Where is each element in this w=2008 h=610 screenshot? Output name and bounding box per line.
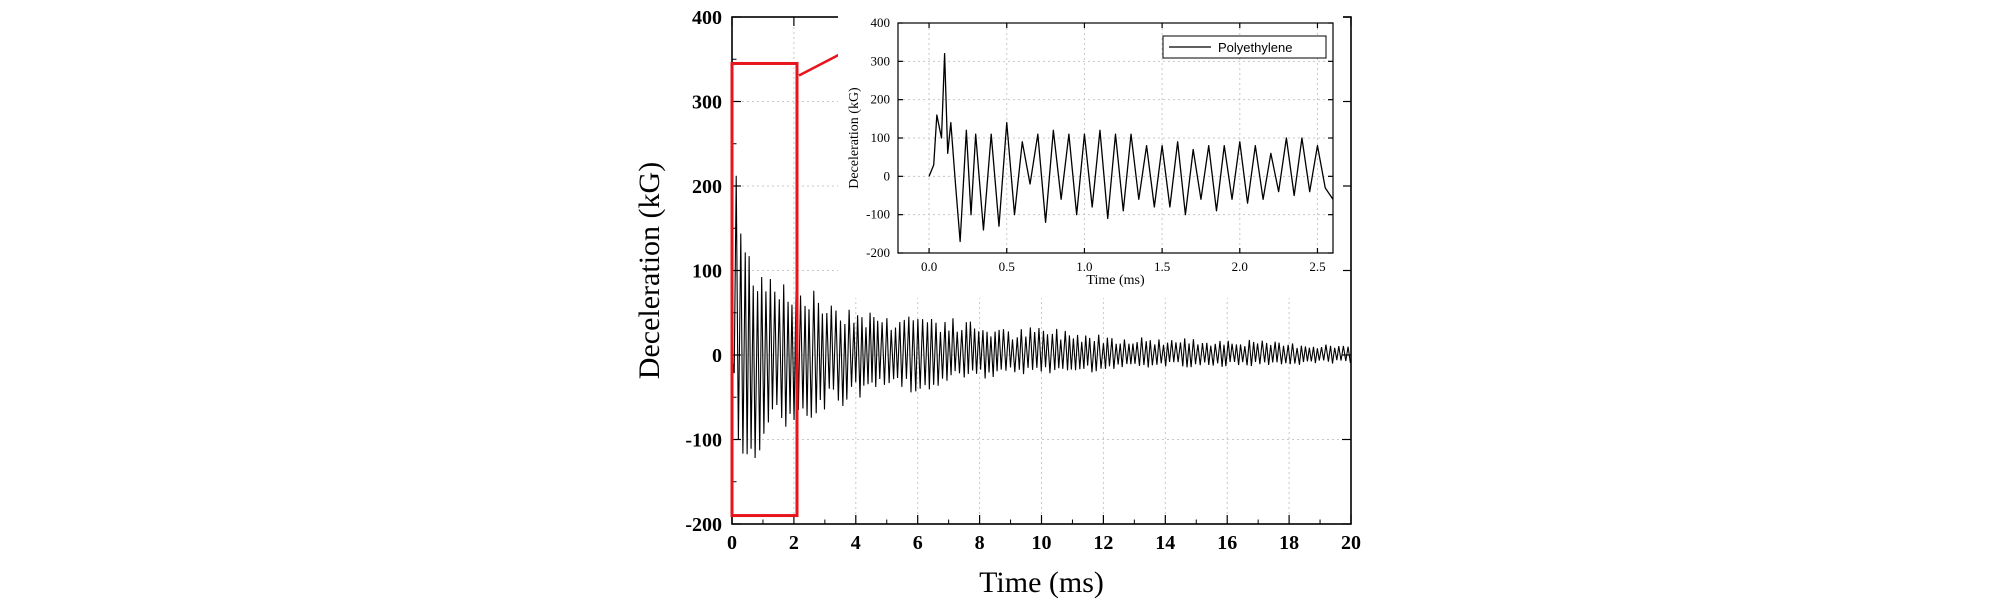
y-tick-label: 400 — [692, 7, 722, 29]
x-axis-label: Time (ms) — [979, 566, 1104, 599]
legend-box — [1162, 35, 1327, 59]
y-tick-label: 0 — [712, 345, 722, 367]
y-tick-label: 200 — [871, 92, 891, 107]
y-axis-label: Deceleration (kG) — [847, 87, 862, 189]
x-tick-label: 2 — [789, 532, 799, 554]
x-tick-label: 12 — [1093, 532, 1113, 554]
series-line-polyethylene — [928, 53, 1334, 243]
x-tick-label: 20 — [1341, 532, 1361, 554]
y-tick-label: 100 — [692, 261, 722, 283]
x-tick-label: 1.5 — [1154, 259, 1170, 274]
y-tick-label: 300 — [871, 53, 891, 68]
y-tick-label: 400 — [871, 15, 891, 30]
y-tick-label: -100 — [866, 207, 890, 222]
x-tick-label: 8 — [975, 532, 985, 554]
x-tick-label: 16 — [1217, 532, 1237, 554]
inset-background — [838, 13, 1343, 298]
y-tick-label: -200 — [685, 514, 722, 536]
main-chart: 0 2 4 6 8 10 12 14 16 18 20 -200 -100 0 100 200 300 400 Ti… — [633, 7, 1361, 599]
x-tick-label: 0 — [727, 532, 737, 554]
x-tick-label: 2.0 — [1232, 259, 1248, 274]
y-tick-label: -200 — [866, 245, 890, 260]
legend-label: Polyethylene — [1218, 40, 1292, 55]
y-tick-label: 0 — [884, 168, 891, 183]
y-tick-label: 300 — [692, 92, 722, 114]
x-tick-label: 1.0 — [1076, 259, 1092, 274]
y-tick-label: -100 — [685, 430, 722, 452]
x-axis-label: Time (ms) — [1086, 273, 1145, 288]
x-tick-label: 0.0 — [921, 259, 937, 274]
x-tick-label: 2.5 — [1309, 259, 1325, 274]
highlight-box — [730, 61, 799, 518]
y-tick-label: 100 — [871, 130, 891, 145]
x-tick-label: 4 — [851, 532, 861, 554]
x-tick-label: 14 — [1155, 532, 1175, 554]
x-tick-label: 10 — [1032, 532, 1052, 554]
y-axis-label: Deceleration (kG) — [633, 162, 666, 379]
x-tick-label: 18 — [1279, 532, 1299, 554]
x-tick-label: 0.5 — [999, 259, 1015, 274]
inset-chart: 0.0 0.5 1.0 1.5 2.0 2.5 -200 -100 0 100 200 300 400 T… — [838, 13, 1343, 298]
series-line — [731, 175, 1351, 459]
x-tick-label: 6 — [913, 532, 923, 554]
y-tick-label: 200 — [692, 176, 722, 198]
